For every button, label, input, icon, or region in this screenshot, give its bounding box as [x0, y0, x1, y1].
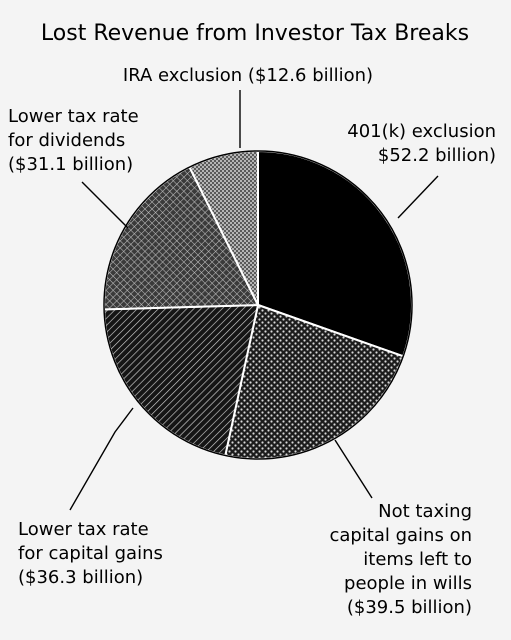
slice-label-line: ($39.5 billion): [347, 597, 472, 618]
leader-lines: [69, 90, 439, 511]
slice-label-line: people in wills: [344, 573, 472, 594]
slice-label-line: for capital gains: [18, 543, 163, 564]
slice-label-line: 401(k) exclusion: [347, 121, 496, 142]
slice-label-4: IRA exclusion ($12.6 billion): [123, 65, 373, 86]
leader-line-3: [81, 181, 129, 229]
slice-label-line: for dividends: [8, 130, 125, 151]
slice-label-line: Lower tax rate: [18, 519, 149, 540]
pie-outline: [103, 150, 413, 460]
slice-label-line: ($31.1 billion): [8, 154, 133, 175]
slice-label-line: ($36.3 billion): [18, 567, 143, 588]
leader-line-0: [397, 175, 439, 219]
leader-line-2: [69, 407, 134, 511]
slice-label-line: IRA exclusion ($12.6 billion): [123, 65, 373, 86]
slice-label-0: 401(k) exclusion $52.2 billion): [347, 121, 496, 166]
chart-title: Lost Revenue from Investor Tax Breaks: [41, 21, 469, 46]
slice-label-1: Not taxing capital gains on items left to p…: [329, 501, 472, 618]
slice-labels: 401(k) exclusion $52.2 billion) Not taxing…: [8, 65, 496, 618]
slice-label-line: items left to: [363, 549, 472, 570]
slice-label-line: Lower tax rate: [8, 106, 139, 127]
pie-slices: [103, 149, 413, 460]
slice-label-3: Lower tax rate for dividends ($31.1 billio…: [8, 106, 139, 175]
leader-line-1: [334, 439, 373, 499]
slice-label-line: capital gains on: [329, 525, 472, 546]
slice-label-2: Lower tax rate for capital gains ($36.3 bi…: [18, 519, 163, 588]
slice-label-line: $52.2 billion): [378, 145, 496, 166]
slice-label-line: Not taxing: [378, 501, 472, 522]
